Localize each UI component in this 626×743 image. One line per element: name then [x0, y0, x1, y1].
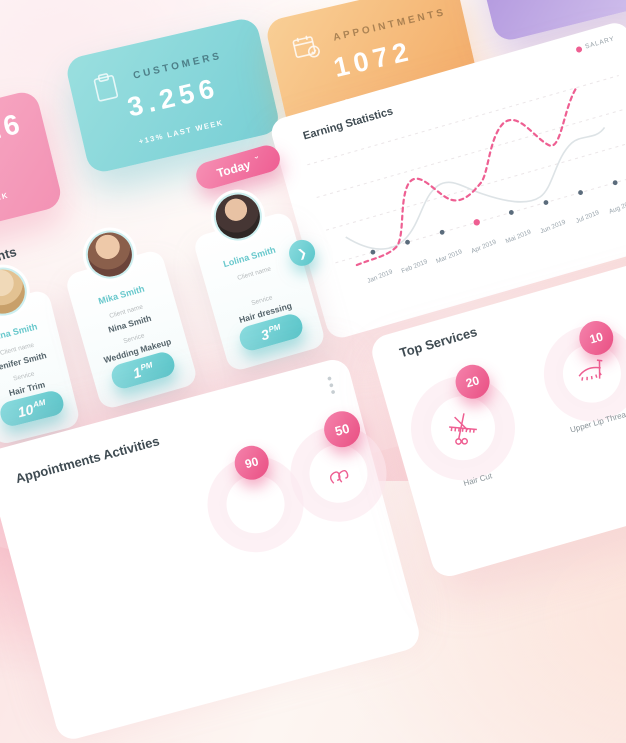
- earning-line-chart: [307, 75, 626, 267]
- staff-name: Mika Smith: [97, 283, 146, 307]
- legend-label: SALARY: [584, 35, 616, 51]
- badge-value: 10: [587, 329, 605, 347]
- activities-heading: Appointments Activities: [13, 433, 162, 487]
- top-services-heading: Top Services: [397, 323, 479, 361]
- service-circle-threading: [547, 329, 626, 419]
- chart-legend: SALARY: [574, 35, 616, 53]
- scissors-comb-icon: [449, 413, 477, 445]
- stat-card-customers: CUSTOMERS 3.256 +13% LAST WEEK: [64, 15, 282, 175]
- service-label: Hair Cut: [462, 471, 494, 489]
- time-meridiem: PM: [139, 360, 154, 373]
- staff-name: Lolina Smith: [222, 244, 277, 270]
- service-label: Upper Lip Threading: [569, 405, 626, 435]
- activity-circle: [294, 429, 383, 518]
- service-circle-haircut: [413, 378, 513, 478]
- today-label: Today: [215, 156, 253, 180]
- earning-statistics-card: Earning Statistics SALARY Jan 2019 Feb 2…: [268, 19, 626, 342]
- salon-dashboard: { "stat_cards": { "revenue_partial": { "…: [0, 0, 626, 556]
- stat-note: LAST WEEK: [0, 190, 10, 214]
- chevron-down-icon: ˇ: [254, 155, 261, 167]
- clipboard-icon: [90, 69, 123, 109]
- badge-value: 50: [333, 420, 352, 439]
- kebab-menu-icon[interactable]: • • •: [325, 370, 338, 400]
- threading-icon: [578, 359, 603, 381]
- hair-curl-icon: [329, 469, 349, 484]
- badge-value: 90: [243, 454, 260, 472]
- time-meridiem: PM: [267, 322, 282, 335]
- top-services-card: Top Services 20 Hair Cut 10 Upper Lip Th…: [368, 249, 626, 581]
- appointments-activities-card: Appointments Activities • • • 90 50: [0, 355, 423, 743]
- calendar-check-icon: [290, 30, 325, 68]
- legend-dot-icon: [574, 45, 583, 53]
- stat-card-appointments: APPOINTMENTS 1072 +30% LAST WEEK: [264, 0, 482, 137]
- arrow-right-icon: ❯: [296, 246, 309, 261]
- time-meridiem: AM: [32, 397, 47, 410]
- highlighted-point: [473, 219, 480, 226]
- stat-value: 26: [0, 107, 27, 147]
- badge-value: 20: [464, 373, 481, 391]
